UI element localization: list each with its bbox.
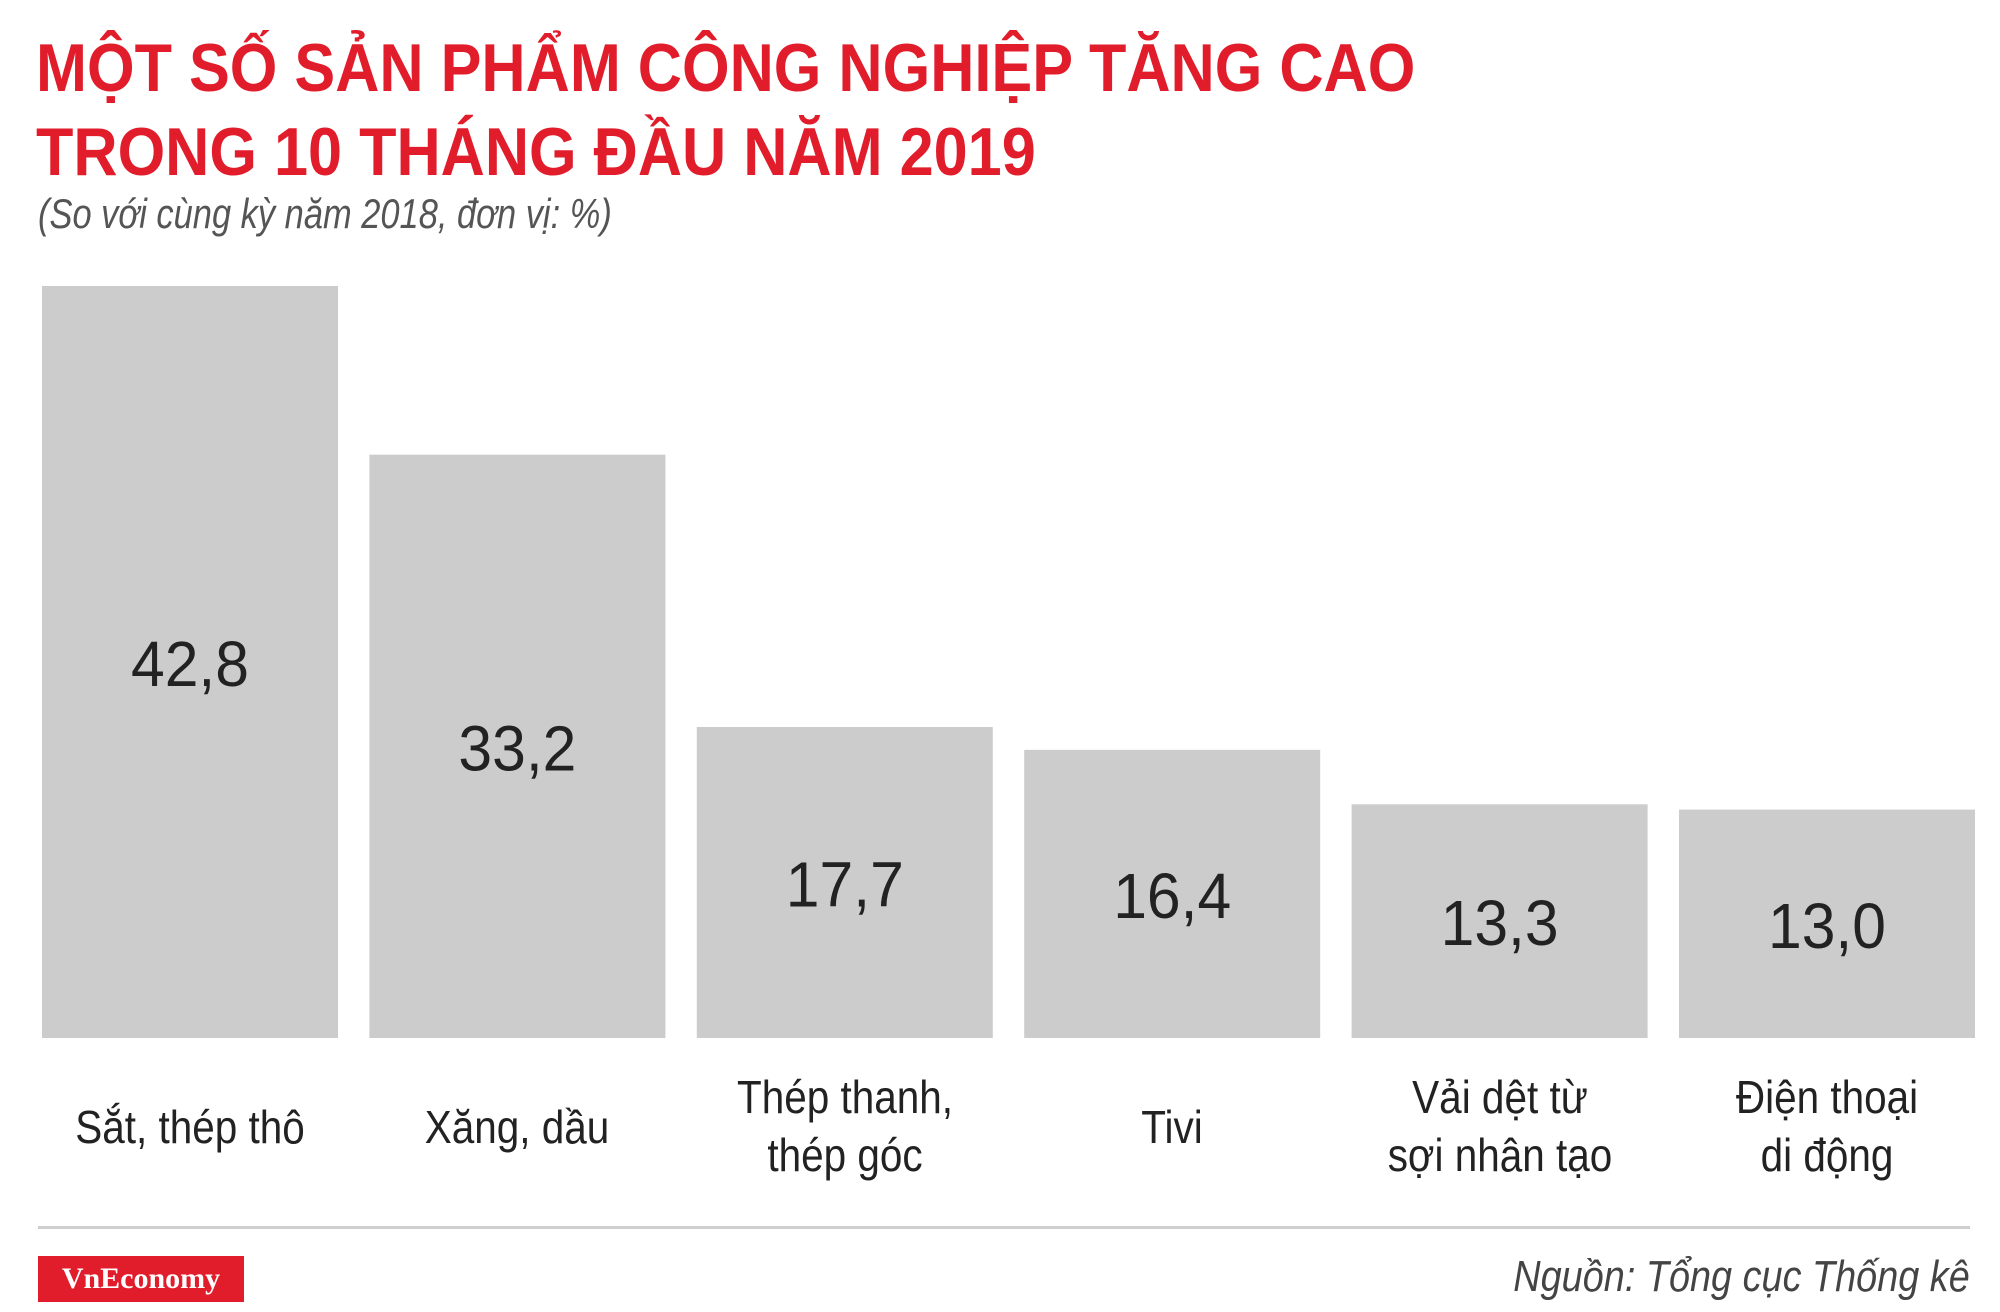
category-label-line: Điện thoại xyxy=(1735,1071,1919,1123)
bar-value-label-3: 16,4 xyxy=(1113,860,1231,932)
category-label-2: Thép thanh, thép góc xyxy=(713,1068,977,1184)
bar-2 xyxy=(696,727,993,1038)
category-label-line: Tivi xyxy=(1141,1101,1203,1153)
bar-value-label-2: 17,7 xyxy=(786,849,904,921)
footer-divider xyxy=(38,1226,1970,1229)
bar-value-label-4: 13,3 xyxy=(1441,887,1559,959)
category-label-line: Sắt, thép thô xyxy=(75,1101,305,1153)
category-label-1: Xăng, dầu xyxy=(385,1098,649,1156)
category-label-0: Sắt, thép thô xyxy=(58,1098,322,1156)
category-label-3: Tivi xyxy=(1040,1098,1304,1156)
bar-5 xyxy=(1679,809,1975,1038)
category-label-4: Vải dệt từ sợi nhân tạo xyxy=(1368,1068,1632,1184)
category-label-line: Xăng, dầu xyxy=(425,1101,610,1153)
category-label-line: di động xyxy=(1760,1129,1894,1181)
page-subtitle: (So với cùng kỳ năm 2018, đơn vị: %) xyxy=(38,190,612,237)
bar-0 xyxy=(42,286,338,1038)
bar-4 xyxy=(1351,804,1648,1038)
category-label-line: Vải dệt từ xyxy=(1411,1071,1588,1123)
bar-3 xyxy=(1024,749,1321,1038)
bar-value-label-0: 42,8 xyxy=(131,628,249,700)
category-label-5: Điện thoại di động xyxy=(1695,1068,1959,1184)
category-label-line: Thép thanh, xyxy=(736,1071,953,1123)
bar-value-label-5: 13,0 xyxy=(1768,890,1886,962)
source-note: Nguồn: Tổng cục Thống kê xyxy=(1513,1252,1970,1301)
page-title-line1: MỘT SỐ SẢN PHẨM CÔNG NGHIỆP TĂNG CAO xyxy=(36,30,1416,106)
page-title-line2: TRONG 10 THÁNG ĐẦU NĂM 2019 xyxy=(36,114,1036,190)
bar-value-label-1: 33,2 xyxy=(458,712,576,784)
bar-1 xyxy=(369,454,666,1039)
category-label-line: thép góc xyxy=(767,1129,923,1181)
vneconomy-logo: VnEconomy xyxy=(38,1256,244,1302)
category-label-line: sợi nhân tạo xyxy=(1387,1129,1612,1181)
